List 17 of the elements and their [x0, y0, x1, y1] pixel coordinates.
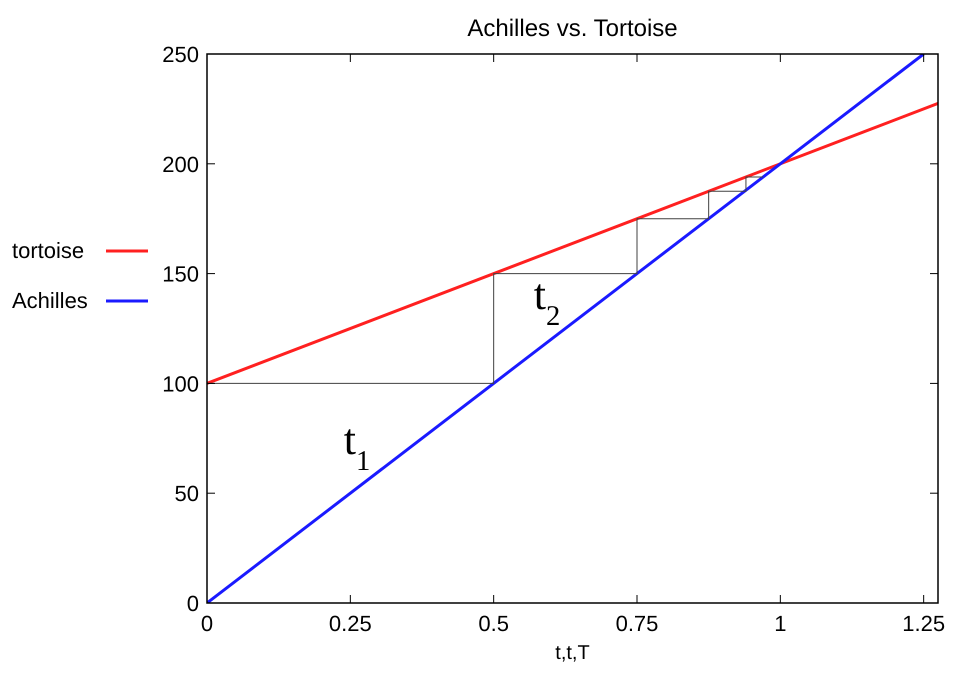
y-tick-label: 50 — [174, 481, 199, 506]
x-axis-title: t,t,T — [555, 642, 590, 664]
x-tick-label: 0.25 — [328, 611, 372, 636]
legend-label: tortoise — [12, 238, 84, 263]
y-tick-label: 100 — [162, 371, 199, 396]
y-tick-label: 200 — [162, 152, 199, 177]
chart-title: Achilles vs. Tortoise — [467, 15, 678, 42]
legend-label: Achilles — [12, 288, 88, 313]
x-tick-label: 0.75 — [616, 611, 658, 636]
annotation: t$_{2}$ — [534, 270, 560, 332]
annotation: t$_{1}$ — [344, 415, 370, 476]
x-tick-label: 1 — [774, 611, 786, 636]
y-tick-label: 0 — [186, 591, 199, 616]
y-tick-label: 150 — [162, 262, 199, 287]
y-tick-label: 250 — [162, 42, 199, 67]
x-tick-label: 1.25 — [902, 611, 946, 636]
x-tick-label: 0.5 — [478, 611, 509, 636]
